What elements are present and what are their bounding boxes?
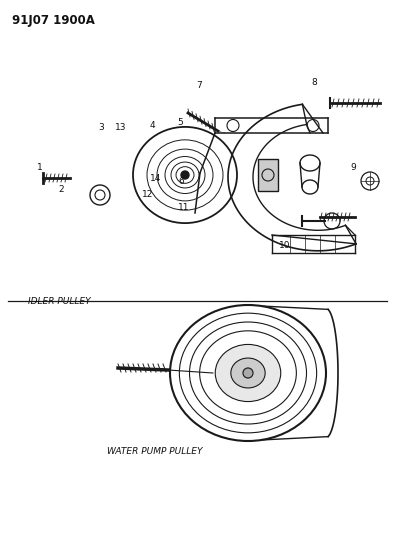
Ellipse shape	[215, 344, 281, 401]
Text: 2: 2	[58, 185, 64, 193]
Bar	[258, 159, 278, 191]
Text: 5: 5	[177, 118, 182, 127]
Text: 7: 7	[197, 81, 202, 90]
Text: 6: 6	[179, 177, 184, 185]
Text: 10: 10	[278, 241, 290, 249]
Text: 11: 11	[178, 204, 190, 212]
Text: 13: 13	[115, 124, 126, 132]
Text: 14: 14	[150, 174, 162, 183]
Text: 3: 3	[98, 124, 103, 132]
Text: 8: 8	[311, 78, 317, 87]
Circle shape	[181, 171, 189, 179]
Text: 9: 9	[351, 164, 356, 172]
Text: 1: 1	[37, 164, 42, 172]
Ellipse shape	[231, 358, 265, 388]
Text: IDLER PULLEY: IDLER PULLEY	[28, 296, 90, 305]
Text: 4: 4	[149, 121, 155, 130]
Text: WATER PUMP PULLEY: WATER PUMP PULLEY	[107, 447, 202, 456]
Text: 12: 12	[143, 190, 154, 199]
Text: 91J07 1900A: 91J07 1900A	[12, 14, 95, 27]
Circle shape	[243, 368, 253, 378]
